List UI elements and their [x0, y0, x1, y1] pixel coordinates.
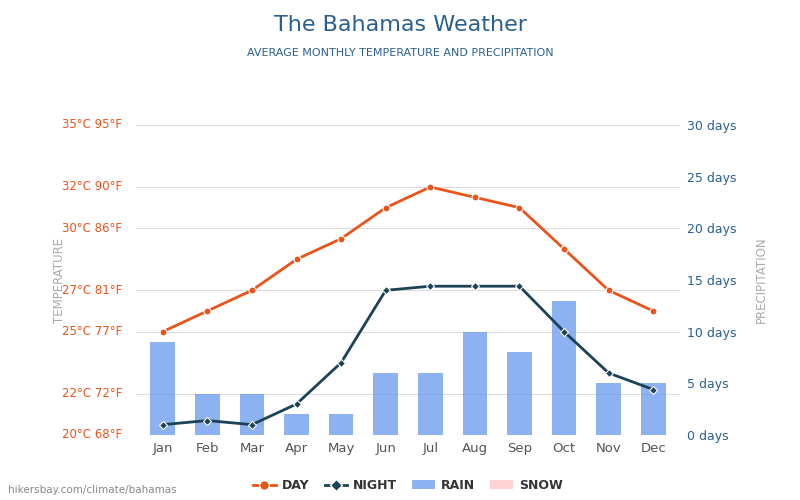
Text: 30°C 86°F: 30°C 86°F [62, 222, 122, 235]
Bar [329, 414, 354, 435]
Bar [507, 352, 532, 435]
Bar [284, 414, 309, 435]
Text: 35°C 95°F: 35°C 95°F [62, 118, 122, 132]
Text: The Bahamas Weather: The Bahamas Weather [274, 15, 526, 35]
Bar [418, 373, 442, 435]
Text: 20°C 68°F: 20°C 68°F [62, 428, 122, 442]
Bar [596, 384, 621, 435]
Bar [641, 384, 666, 435]
Legend: DAY, NIGHT, RAIN, SNOW: DAY, NIGHT, RAIN, SNOW [248, 474, 568, 497]
Text: 22°C 72°F: 22°C 72°F [62, 387, 122, 400]
Text: AVERAGE MONTHLY TEMPERATURE AND PRECIPITATION: AVERAGE MONTHLY TEMPERATURE AND PRECIPIT… [246, 48, 554, 58]
Text: PRECIPITATION: PRECIPITATION [755, 236, 768, 324]
Bar [150, 342, 175, 435]
Text: 32°C 90°F: 32°C 90°F [62, 180, 122, 194]
Bar [195, 394, 220, 435]
Bar [374, 373, 398, 435]
Text: 25°C 77°F: 25°C 77°F [62, 325, 122, 338]
Text: TEMPERATURE: TEMPERATURE [54, 238, 66, 322]
Text: hikersbay.com/climate/bahamas: hikersbay.com/climate/bahamas [8, 485, 177, 495]
Bar [552, 300, 576, 435]
Bar [240, 394, 264, 435]
Bar [462, 332, 487, 435]
Text: 27°C 81°F: 27°C 81°F [62, 284, 122, 297]
